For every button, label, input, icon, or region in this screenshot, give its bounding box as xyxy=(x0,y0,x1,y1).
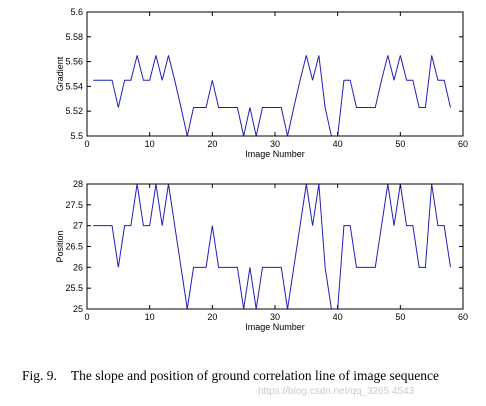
x-tick-label: 0 xyxy=(84,312,89,322)
x-tick-label: 60 xyxy=(458,312,468,322)
x-tick-label: 50 xyxy=(395,312,405,322)
y-tick-label: 26 xyxy=(73,262,83,272)
y-tick-label: 5.56 xyxy=(65,57,83,67)
x-axis-label: Image Number xyxy=(245,149,305,159)
chart-2: 0 10 20 30 40 50 60 25 25.5 26 26.5 27 27.5 28 Image N… xyxy=(55,179,468,332)
y-tick-label: 5.58 xyxy=(65,32,83,42)
x-tick-label: 60 xyxy=(458,139,468,149)
y-tick-label: 5.54 xyxy=(65,81,83,91)
series-line xyxy=(93,55,451,137)
caption-label: Fig. 9. xyxy=(22,368,57,383)
x-tick-label: 30 xyxy=(270,312,280,322)
series-line xyxy=(93,183,451,310)
plot-frame xyxy=(86,11,464,137)
figure: 0 10 20 30 40 50 60 5.5 5.52 5.54 5.56 5.58 5.6 Image… xyxy=(55,7,468,332)
y-tick-label: 28 xyxy=(73,179,83,189)
y-tick-label: 27 xyxy=(73,221,83,231)
figure-caption: Fig. 9. The slope and position of ground … xyxy=(22,368,477,384)
plot-frame xyxy=(86,183,464,310)
y-tick-label: 25 xyxy=(73,304,83,314)
y-tick-label: 26.5 xyxy=(65,242,83,252)
y-tick-label: 25.5 xyxy=(65,283,83,293)
x-tick-label: 0 xyxy=(84,139,89,149)
y-tick-label: 27.5 xyxy=(65,200,83,210)
x-tick-label: 40 xyxy=(333,312,343,322)
y-axis-label: Position xyxy=(55,230,65,262)
y-tick-label: 5.5 xyxy=(70,131,83,141)
x-tick-label: 20 xyxy=(207,139,217,149)
x-tick-label: 40 xyxy=(333,139,343,149)
x-tick-label: 10 xyxy=(145,139,155,149)
x-tick-label: 10 xyxy=(145,312,155,322)
watermark: https://blog.csdn.net/qq_3265 4543 xyxy=(258,386,415,397)
y-tick-label: 5.6 xyxy=(70,7,83,17)
chart-1: 0 10 20 30 40 50 60 5.5 5.52 5.54 5.56 5.58 5.6 Image… xyxy=(55,7,468,159)
x-tick-label: 20 xyxy=(207,312,217,322)
caption-text: The slope and position of ground correla… xyxy=(70,368,440,383)
y-tick-label: 5.52 xyxy=(65,106,83,116)
x-tick-label: 50 xyxy=(395,139,405,149)
x-axis-label: Image Number xyxy=(245,322,305,332)
x-tick-label: 30 xyxy=(270,139,280,149)
y-axis-label: Gradient xyxy=(55,56,65,91)
